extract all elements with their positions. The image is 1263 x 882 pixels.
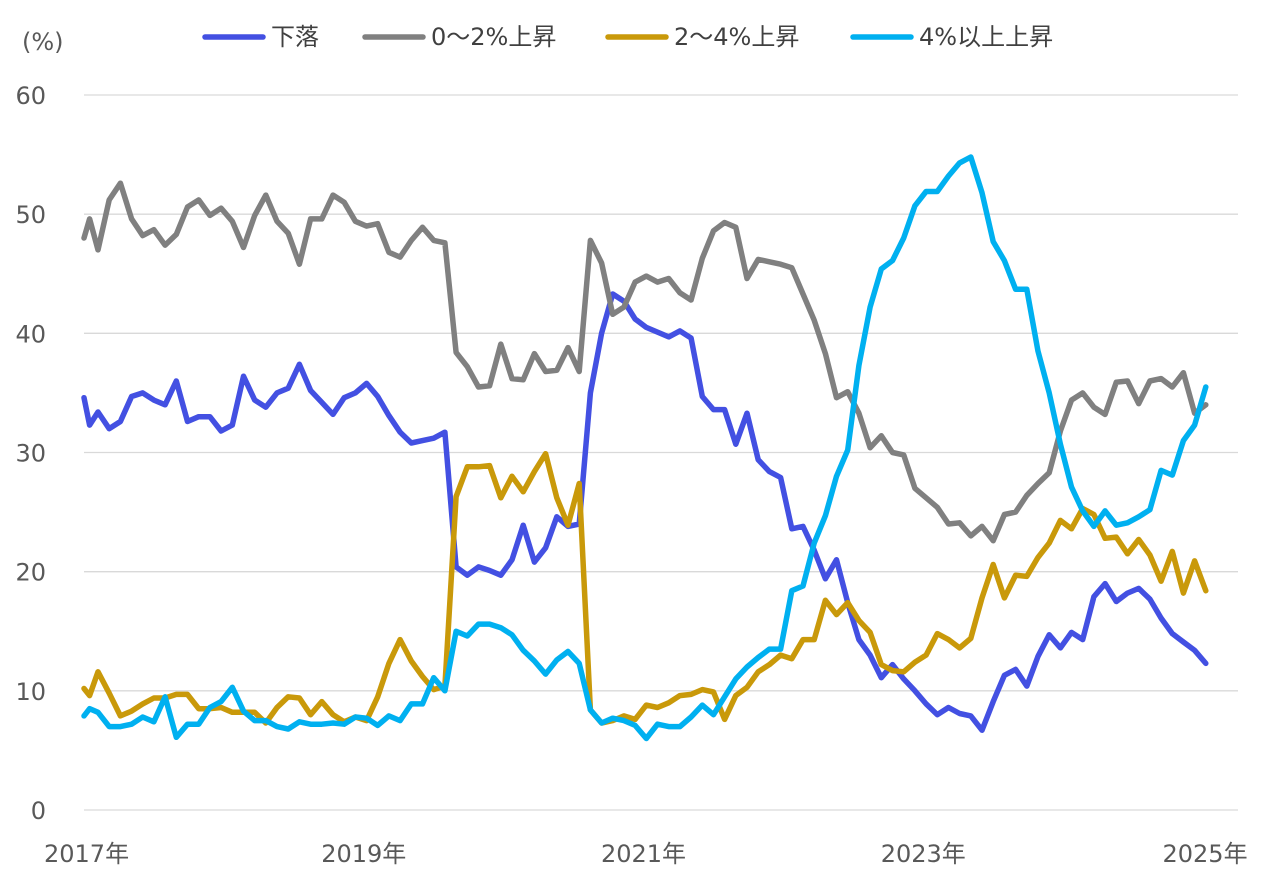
y-tick-label: 30 [15,440,46,468]
y-tick-label: 50 [15,201,46,229]
x-tick-label: 2025年 [1162,840,1247,868]
plot-lines [81,154,1209,742]
y-unit-label: (%) [22,28,64,56]
legend-label: 0〜2%上昇 [431,23,556,51]
legend-label: 4%以上上昇 [919,23,1053,51]
y-tick-label: 0 [31,797,46,825]
y-tick-label: 10 [15,678,46,706]
legend: 下落 0〜2%上昇 2〜4%上昇 4%以上上昇 [202,23,1053,51]
series-line-1 [81,291,1209,733]
x-tick-label: 2023年 [881,840,966,868]
series-line-3 [81,450,1209,726]
x-tick-label: 2021年 [601,840,686,868]
y-axis: 0 10 20 30 40 50 60 [15,82,46,825]
series-line-2 [81,180,1209,544]
x-tick-label: 2017年 [44,840,129,868]
x-tick-label: 2019年 [321,840,406,868]
series-line-4 [81,154,1209,742]
y-tick-label: 40 [15,320,46,348]
x-axis: 2017年 2019年 2021年 2023年 2025年 [44,840,1248,868]
legend-label: 下落 [271,23,319,51]
y-tick-label: 60 [15,82,46,110]
y-tick-label: 20 [15,559,46,587]
legend-label: 2〜4%上昇 [674,23,799,51]
